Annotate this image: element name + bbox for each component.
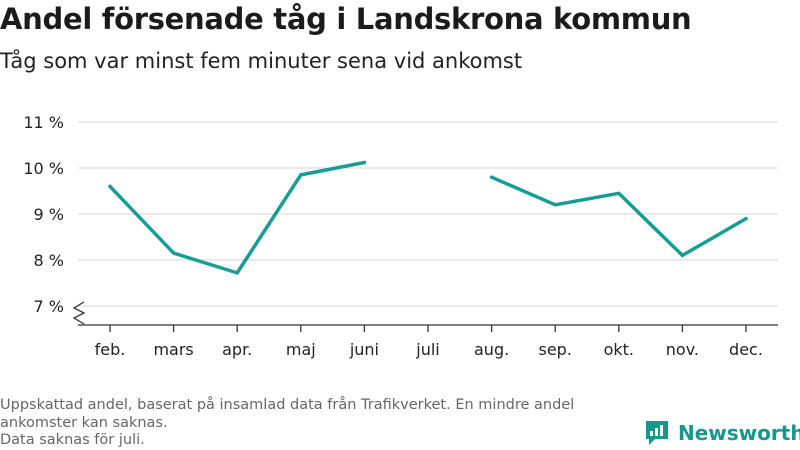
x-axis-ticks: feb. mars apr. maj juni juli aug. sep. okt. nov. d… — [95, 325, 763, 359]
gridlines — [78, 121, 778, 307]
x-tick-label: nov. — [666, 340, 699, 359]
x-tick-label: juli — [415, 340, 439, 359]
x-tick-label: apr. — [222, 340, 252, 359]
data-point — [617, 191, 621, 195]
y-tick-label: 8 % — [34, 251, 64, 270]
axis-break-icon — [72, 301, 86, 325]
footnote: Uppskattad andel, baserat på insamlad da… — [0, 397, 640, 450]
x-tick-label: sep. — [538, 340, 571, 359]
series-lines — [108, 160, 748, 275]
y-axis-ticks: 7 % 8 % 9 % 10 % 11 % — [23, 113, 86, 325]
x-tick-label: okt. — [604, 340, 634, 359]
x-tick-label: feb. — [95, 340, 126, 359]
data-point — [299, 173, 303, 177]
series-line — [108, 160, 367, 275]
series-line — [489, 175, 748, 258]
footnote-line: Uppskattad andel, baserat på insamlad da… — [0, 397, 575, 413]
footnote-line: ankomster kan saknas. — [0, 414, 168, 431]
data-point — [235, 271, 239, 275]
footnote-line: Data saknas för juli. — [0, 432, 145, 448]
x-tick-label: maj — [286, 340, 316, 359]
x-tick-label: juni — [349, 340, 379, 359]
data-point — [553, 203, 557, 207]
data-point — [680, 253, 685, 258]
data-point — [171, 251, 176, 255]
data-point — [489, 175, 494, 179]
data-point — [744, 216, 748, 221]
chart-title: Andel försenade tåg i Landskrona kommun — [0, 2, 692, 36]
data-point — [108, 184, 112, 189]
x-tick-label: aug. — [474, 340, 509, 359]
brand-name: Newsworthy — [678, 421, 800, 445]
newsworthy-logo-icon — [646, 421, 668, 445]
y-tick-label: 9 % — [34, 205, 64, 224]
data-point — [362, 160, 367, 165]
y-tick-label: 10 % — [23, 159, 64, 178]
chart-subtitle: Tåg som var minst fem minuter sena vid a… — [0, 49, 523, 73]
y-tick-label: 11 % — [23, 113, 64, 132]
x-tick-label: mars — [153, 340, 193, 359]
brand-logo: Newsworthy — [644, 419, 800, 447]
y-tick-label: 7 % — [34, 297, 64, 316]
x-tick-label: dec. — [729, 340, 763, 359]
